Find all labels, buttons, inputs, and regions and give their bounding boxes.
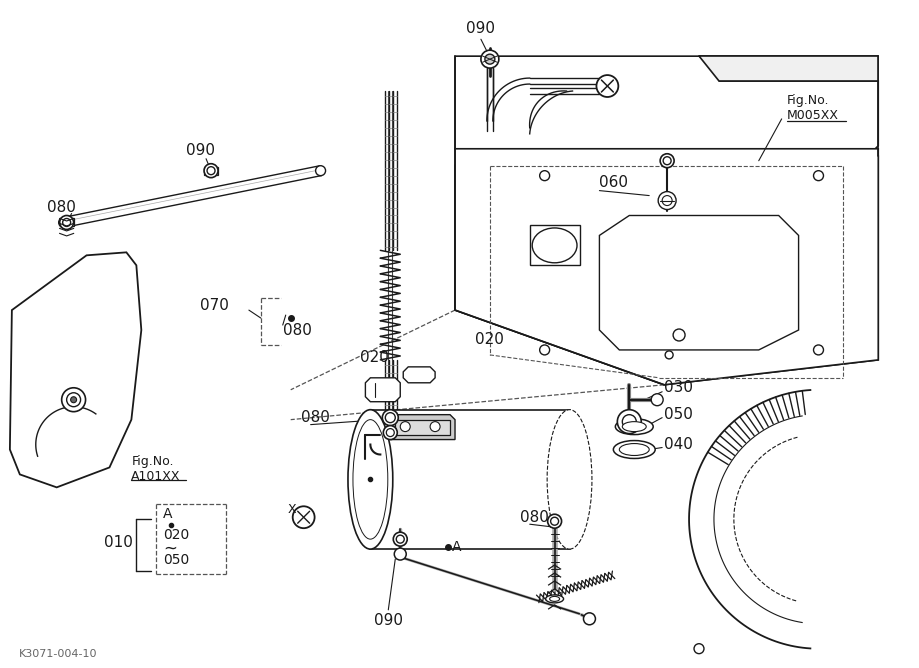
Text: 080: 080 (47, 200, 75, 215)
Polygon shape (455, 56, 878, 385)
Text: 090: 090 (373, 613, 403, 629)
Ellipse shape (545, 595, 563, 603)
Ellipse shape (547, 409, 591, 549)
Text: 080: 080 (519, 510, 548, 525)
Circle shape (396, 535, 403, 543)
Polygon shape (60, 218, 74, 226)
Circle shape (385, 413, 395, 423)
Circle shape (664, 351, 673, 359)
Circle shape (60, 216, 74, 229)
Ellipse shape (621, 422, 645, 432)
Circle shape (539, 345, 549, 355)
Circle shape (812, 345, 823, 355)
Circle shape (662, 196, 672, 206)
Text: 050: 050 (664, 407, 692, 422)
Circle shape (550, 517, 558, 525)
Circle shape (71, 397, 76, 403)
Circle shape (207, 167, 215, 174)
Ellipse shape (615, 419, 652, 435)
Circle shape (660, 154, 674, 168)
Circle shape (392, 532, 407, 546)
Text: 060: 060 (599, 175, 628, 190)
Text: Fig.No.: Fig.No. (131, 455, 174, 468)
Polygon shape (10, 253, 142, 488)
Circle shape (481, 50, 498, 68)
Circle shape (812, 171, 823, 180)
Ellipse shape (347, 409, 392, 549)
Ellipse shape (531, 228, 576, 263)
Circle shape (386, 429, 394, 437)
Ellipse shape (549, 597, 559, 601)
Polygon shape (529, 226, 579, 265)
Circle shape (547, 514, 561, 528)
Circle shape (484, 54, 494, 64)
Text: A: A (163, 507, 173, 521)
Polygon shape (370, 409, 569, 549)
Circle shape (62, 388, 85, 411)
Text: X: X (287, 503, 296, 516)
Text: A: A (451, 540, 461, 554)
Circle shape (382, 409, 398, 426)
Circle shape (394, 548, 406, 560)
Circle shape (673, 329, 685, 341)
Text: Fig.No.: Fig.No. (786, 94, 828, 108)
Circle shape (539, 171, 549, 180)
Circle shape (383, 426, 397, 440)
Text: 020: 020 (474, 333, 504, 347)
Circle shape (596, 75, 618, 97)
Text: ~: ~ (163, 539, 177, 557)
Polygon shape (698, 56, 878, 81)
Text: 090: 090 (466, 21, 494, 36)
Ellipse shape (618, 444, 649, 456)
Ellipse shape (315, 166, 325, 176)
Circle shape (657, 192, 675, 210)
Text: 080: 080 (282, 323, 312, 337)
Polygon shape (395, 420, 449, 435)
Ellipse shape (613, 441, 654, 458)
Text: 090: 090 (186, 143, 215, 158)
Text: M005XX: M005XX (786, 110, 838, 122)
Circle shape (62, 218, 71, 226)
Circle shape (292, 506, 314, 528)
Text: 080: 080 (301, 410, 329, 425)
Circle shape (204, 164, 218, 178)
Text: 020: 020 (360, 351, 389, 365)
Text: A101XX: A101XX (131, 470, 181, 483)
Text: 030: 030 (664, 380, 692, 395)
Polygon shape (599, 216, 798, 350)
Circle shape (663, 157, 670, 165)
Circle shape (617, 409, 641, 434)
Circle shape (621, 415, 636, 429)
Text: 040: 040 (664, 437, 692, 452)
Polygon shape (204, 167, 218, 174)
Circle shape (66, 393, 81, 407)
Circle shape (430, 422, 439, 432)
Polygon shape (365, 378, 400, 401)
Text: 050: 050 (163, 553, 189, 567)
Circle shape (693, 644, 703, 654)
Ellipse shape (59, 218, 69, 227)
Text: 070: 070 (199, 298, 229, 313)
Text: 010: 010 (105, 534, 133, 550)
Circle shape (583, 613, 595, 625)
Circle shape (651, 393, 663, 405)
Circle shape (400, 422, 410, 432)
Text: 020: 020 (163, 528, 189, 542)
Polygon shape (403, 367, 435, 383)
Ellipse shape (353, 420, 388, 539)
Text: K3071-004-10: K3071-004-10 (18, 649, 97, 659)
Polygon shape (385, 415, 455, 440)
Polygon shape (455, 149, 878, 385)
